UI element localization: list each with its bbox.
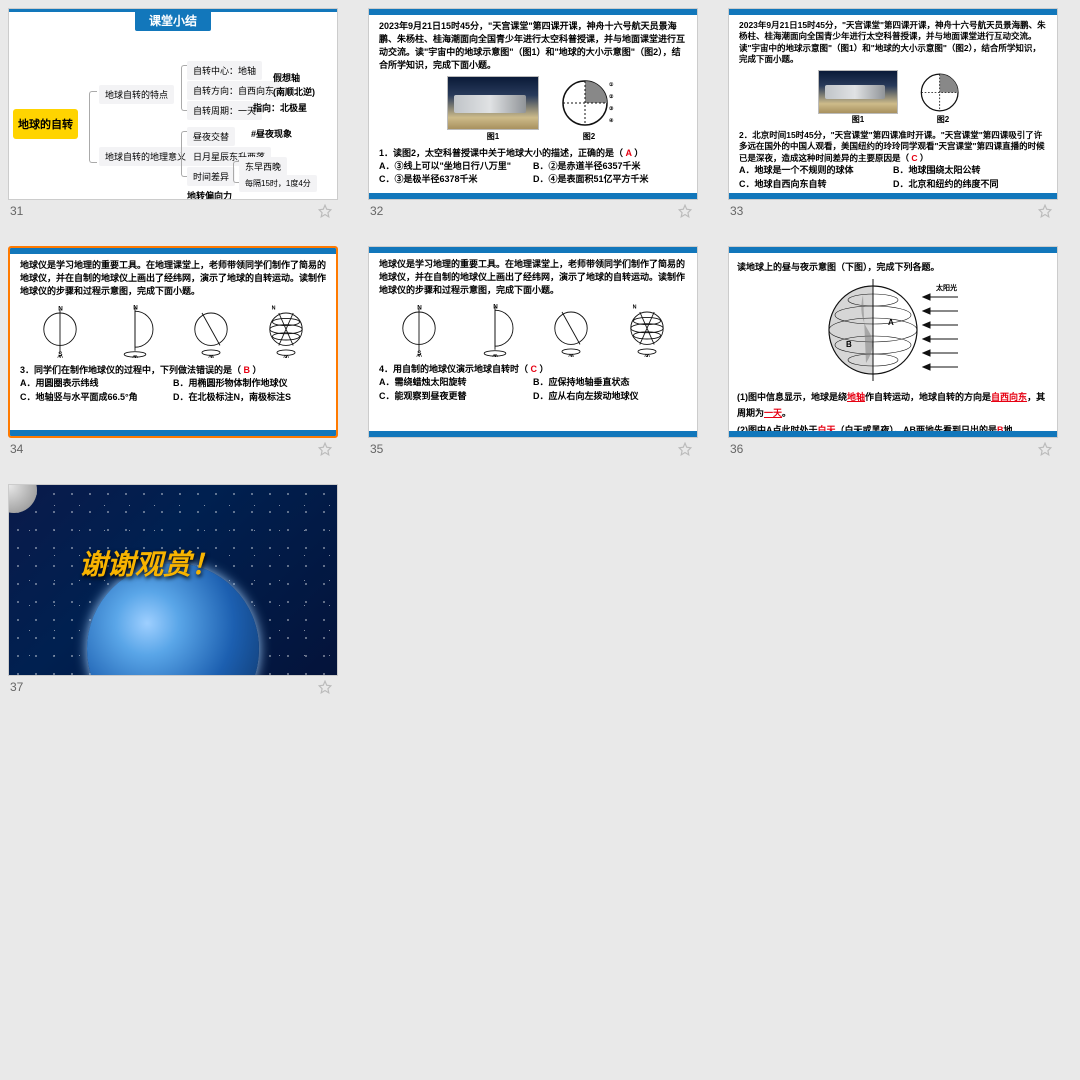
svg-text:N: N (633, 305, 637, 311)
q-stem-34: 3．同学们在制作地球仪的过程中，下列做法错误的是（ B ） (20, 364, 326, 377)
svg-text:④: ④ (284, 355, 290, 358)
globe-daynight-icon: A B 太阳光 (818, 275, 968, 385)
prompt-34: 地球仪是学习地理的重要工具。在地理课堂上，老师带领同学们制作了简易的地球仪，并在… (20, 259, 326, 298)
q1-36: (1)图中信息显示，地球是绕地轴作自转运动，地球自转的方向是自西向东，其周期为一… (737, 389, 1049, 421)
annot-polaris: 指向：北极星 (253, 101, 307, 114)
slide-32[interactable]: 2023年9月21日15时45分，"天宫课堂"第四课开课，神舟十六号航天员景海鹏… (368, 8, 698, 200)
closing-text: 谢谢观赏！ (79, 543, 219, 583)
slide-wrap-33[interactable]: 2023年9月21日15时45分，"天宫课堂"第四课开课，神舟十六号航天员景海鹏… (728, 8, 1058, 218)
svg-text:④: ④ (609, 118, 614, 124)
q-stem-32: 1．读图2，太空科普授课中关于地球大小的描述，正确的是（ A ） (379, 147, 687, 160)
leaf-timediff: 时间差异 (187, 167, 235, 186)
slide-footer-31: 31 (8, 200, 338, 218)
slide-wrap-36[interactable]: 读地球上的昼与夜示意图（下图），完成下列各题。 A B (728, 246, 1058, 456)
slide-33[interactable]: 2023年9月21日15时45分，"天宫课堂"第四课开课，神舟十六号航天员景海鹏… (728, 8, 1058, 200)
node-features: 地球自转的特点 (99, 85, 174, 104)
svg-text:N: N (58, 305, 63, 312)
leaf-period: 自转周期：一天 (187, 101, 262, 120)
slide-37[interactable]: 谢谢观赏！ (8, 484, 338, 676)
svg-text:③: ③ (609, 106, 614, 112)
svg-text:A: A (888, 318, 894, 327)
slide-31-title: 课堂小结 (135, 10, 211, 31)
slide-31[interactable]: 课堂小结 地球的自转 地球自转的特点 地球自转的地理意义 自转中心：地轴 自转方… (8, 8, 338, 200)
star-icon[interactable] (678, 204, 692, 218)
star-icon[interactable] (318, 442, 332, 456)
node-meaning: 地球自转的地理意义 (99, 147, 192, 166)
svg-text:①: ① (416, 354, 422, 357)
svg-text:②: ② (609, 94, 614, 100)
prompt-36: 读地球上的昼与夜示意图（下图），完成下列各题。 (737, 259, 1049, 275)
svg-text:N: N (417, 304, 422, 311)
leaf-deg: 每隔15时，1度4分 (239, 175, 317, 192)
slide-wrap-31[interactable]: 课堂小结 地球的自转 地球自转的特点 地球自转的地理意义 自转中心：地轴 自转方… (8, 8, 338, 218)
leaf-coriolis: 地转偏向力 (187, 189, 232, 200)
slide-index: 31 (10, 204, 23, 218)
svg-text:N: N (133, 305, 138, 312)
annot-daynight: #昼夜现象 (251, 127, 292, 140)
star-icon[interactable] (318, 680, 332, 694)
prompt-32: 2023年9月21日15时45分，"天宫课堂"第四课开课，神舟十六号航天员景海鹏… (379, 20, 687, 72)
prompt-33: 2023年9月21日15时45分，"天宫课堂"第四课开课，神舟十六号航天员景海鹏… (739, 20, 1047, 66)
leaf-center: 自转中心：地轴 (187, 61, 262, 80)
star-icon[interactable] (678, 442, 692, 456)
leaf-east: 东早西晚 (239, 157, 287, 176)
mindmap-root: 地球的自转 (13, 109, 78, 139)
q-stem-33: 2．北京时间15时45分，"天宫课堂"第四课准时开课。"天宫课堂"第四课吸引了许… (739, 130, 1047, 164)
svg-text:①: ① (57, 355, 63, 358)
slide-wrap-34[interactable]: 地球仪是学习地理的重要工具。在地理课堂上，老师带领同学们制作了简易的地球仪，并在… (8, 246, 338, 456)
slide-35[interactable]: 地球仪是学习地理的重要工具。在地理课堂上，老师带领同学们制作了简易的地球仪，并在… (368, 246, 698, 438)
star-icon[interactable] (318, 204, 332, 218)
star-icon[interactable] (1038, 204, 1052, 218)
prompt-35: 地球仪是学习地理的重要工具。在地理课堂上，老师带领同学们制作了简易的地球仪，并在… (379, 258, 687, 297)
slide-wrap-35[interactable]: 地球仪是学习地理的重要工具。在地理课堂上，老师带领同学们制作了简易的地球仪，并在… (368, 246, 698, 456)
svg-text:②: ② (133, 355, 139, 358)
img1-32: 图1 (447, 76, 539, 143)
annot-northview: (南顺北逆) (273, 85, 315, 98)
slide-wrap-32[interactable]: 2023年9月21日15时45分，"天宫课堂"第四课开课，神舟十六号航天员景海鹏… (368, 8, 698, 218)
star-icon[interactable] (1038, 442, 1052, 456)
svg-text:N: N (493, 304, 498, 311)
svg-text:①: ① (609, 82, 614, 88)
slide-grid: 课堂小结 地球的自转 地球自转的特点 地球自转的地理意义 自转中心：地轴 自转方… (8, 8, 1072, 694)
svg-text:②: ② (492, 354, 498, 357)
svg-text:③: ③ (568, 354, 574, 357)
leaf-dir: 自转方向：自西向东 (187, 81, 280, 100)
slide-34-selected[interactable]: 地球仪是学习地理的重要工具。在地理课堂上，老师带领同学们制作了简易的地球仪，并在… (8, 246, 338, 438)
svg-text:B: B (846, 340, 852, 349)
svg-text:N: N (272, 306, 276, 312)
slide-wrap-37[interactable]: 谢谢观赏！ 37 (8, 484, 338, 694)
svg-text:太阳光: 太阳光 (936, 283, 957, 292)
img2-32: ①②③④ 图2 (559, 76, 619, 143)
leaf-daynight: 昼夜交替 (187, 127, 235, 146)
svg-text:③: ③ (208, 355, 214, 358)
svg-text:④: ④ (644, 354, 650, 357)
slide-36[interactable]: 读地球上的昼与夜示意图（下图），完成下列各题。 A B (728, 246, 1058, 438)
q-stem-35: 4．用自制的地球仪演示地球自转时（ C ） (379, 363, 687, 376)
annot-imaginary: 假想轴 (273, 71, 300, 84)
